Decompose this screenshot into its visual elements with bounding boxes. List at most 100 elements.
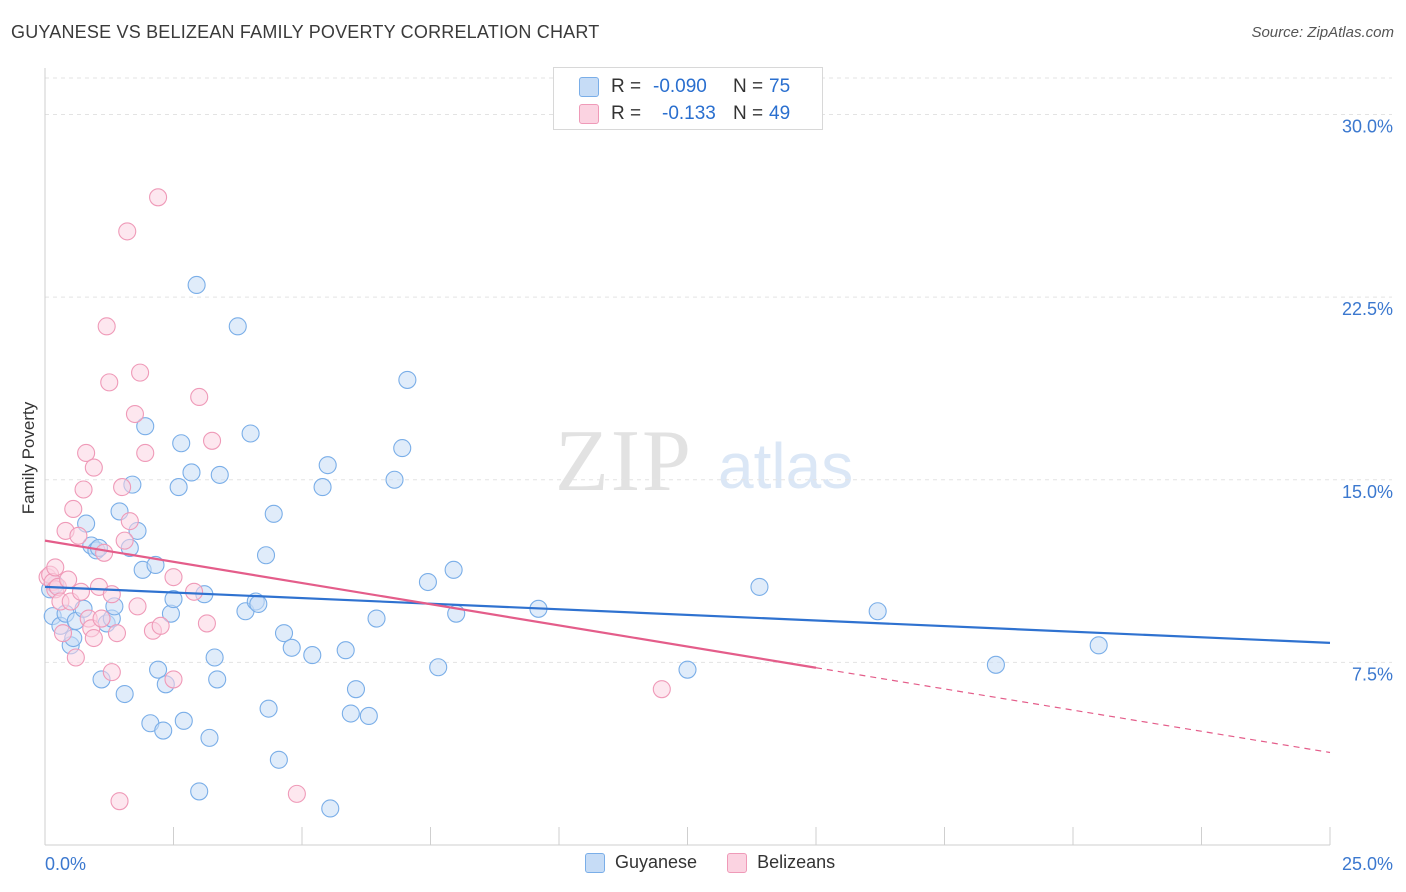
guyanese-point (115, 684, 134, 704)
belizean-point (203, 431, 222, 450)
stats-n-value: 49 (769, 103, 791, 124)
guyanese-point (210, 465, 229, 484)
belizean-point (652, 680, 671, 699)
belizean-point (115, 531, 134, 550)
guyanese-point (182, 463, 201, 482)
guyanese-point (318, 456, 337, 475)
belizean-point (118, 222, 137, 241)
belizean-point (125, 404, 144, 424)
y-axis-label: Family Poverty (19, 401, 38, 514)
belizean-point (71, 582, 91, 601)
x-tick-label-max: 25.0% (1342, 854, 1393, 874)
guyanese-point (429, 658, 448, 677)
belizean-point (97, 317, 116, 336)
guyanese-point (321, 799, 340, 818)
legend-item-belizeans[interactable]: Belizeans (727, 852, 835, 873)
guyanese-point (398, 370, 417, 389)
belizean-point (59, 570, 78, 589)
guyanese-point (172, 434, 191, 453)
belizean-point (100, 373, 119, 392)
belizean-point (197, 614, 216, 633)
zipatlas-watermark: ZIP atlas (555, 413, 853, 510)
guyanese-point (259, 699, 278, 718)
guyanese-point (282, 638, 301, 657)
watermark-zip: ZIP (555, 413, 693, 510)
belizean-point (84, 458, 103, 477)
trend-lines (44, 539, 1331, 754)
stats-row-guyanese: R = -0.090 N = 75 (579, 76, 790, 98)
belizean-trend-line-extension (815, 667, 1331, 754)
guyanese-point (256, 546, 276, 565)
belizean-point (164, 670, 183, 689)
stats-box: R = -0.090 N = 75 R = -0.133 N = 49 (553, 67, 823, 130)
belizean-point (120, 512, 139, 531)
y-tick-label: 7.5% (1352, 664, 1393, 684)
y-tick-label: 15.0% (1342, 482, 1393, 502)
guyanese-point (274, 624, 294, 643)
guyanese-point (750, 577, 769, 596)
belizean-point (131, 363, 150, 382)
guyanese-point (269, 750, 288, 769)
belizean-point (64, 499, 83, 519)
guyanese-point (264, 504, 283, 523)
stats-swatch-belizeans (579, 104, 599, 124)
stats-r-label: R = (611, 103, 642, 124)
belizean-point (92, 609, 111, 628)
guyanese-point (146, 555, 165, 575)
belizean-point (107, 624, 127, 643)
legend-item-guyanese[interactable]: Guyanese (585, 852, 697, 873)
guyanese-point (418, 572, 437, 592)
legend-label-belizeans: Belizeans (757, 852, 836, 872)
legend-label-guyanese: Guyanese (615, 852, 698, 872)
watermark-atlas: atlas (718, 430, 853, 502)
stats-r-label: R = (611, 76, 642, 97)
belizean-point (113, 478, 132, 497)
guyanese-point (169, 478, 188, 497)
chart-title: GUYANESE VS BELIZEAN FAMILY POVERTY CORR… (11, 22, 600, 42)
belizean-point (69, 526, 88, 545)
guyanese-point (164, 590, 183, 609)
stats-n-label: N = (733, 103, 764, 124)
guyanese-point (174, 711, 193, 730)
guyanese-point (385, 470, 404, 489)
guyanese-point (341, 704, 360, 723)
belizean-point (102, 585, 121, 604)
belizean-point (77, 443, 96, 463)
belizean-point (66, 648, 85, 667)
axes (44, 68, 1331, 846)
guyanese-point (1089, 636, 1108, 655)
guyanese-point (336, 641, 355, 660)
chart-legend: Guyanese Belizeans (585, 852, 865, 873)
guyanese-point (228, 317, 247, 336)
guyanese-point (208, 670, 227, 689)
y-tick-label: 22.5% (1342, 299, 1393, 319)
belizean-point (46, 558, 65, 577)
legend-swatch-guyanese (585, 852, 605, 873)
belizean-point (95, 543, 114, 562)
belizean-point (110, 792, 129, 811)
guyanese-point (346, 680, 366, 699)
guyanese-point (986, 655, 1005, 674)
tick-labels: 7.5% 15.0% 22.5% 30.0% 0.0% 25.0% (45, 117, 1393, 874)
guyanese-point (313, 478, 332, 497)
guyanese-point (367, 609, 386, 628)
guyanese-point (303, 646, 322, 665)
y-tick-label: 30.0% (1342, 117, 1393, 137)
guyanese-point (205, 648, 224, 667)
guyanese-point (190, 782, 209, 801)
guyanese-point (444, 560, 463, 579)
belizean-point (128, 597, 147, 616)
guyanese-points (41, 275, 1108, 818)
stats-r-value: -0.133 (662, 103, 716, 124)
source-attribution: Source: ZipAtlas.com (1251, 24, 1394, 41)
stats-swatch-guyanese (579, 77, 599, 97)
belizean-trend-line (44, 539, 817, 669)
belizean-point (185, 582, 204, 601)
guyanese-point (359, 706, 378, 725)
guyanese-point (678, 660, 697, 679)
x-tick-label-min: 0.0% (45, 854, 86, 874)
belizean-point (190, 387, 209, 407)
guyanese-point (154, 721, 173, 740)
guyanese-point (249, 594, 268, 613)
